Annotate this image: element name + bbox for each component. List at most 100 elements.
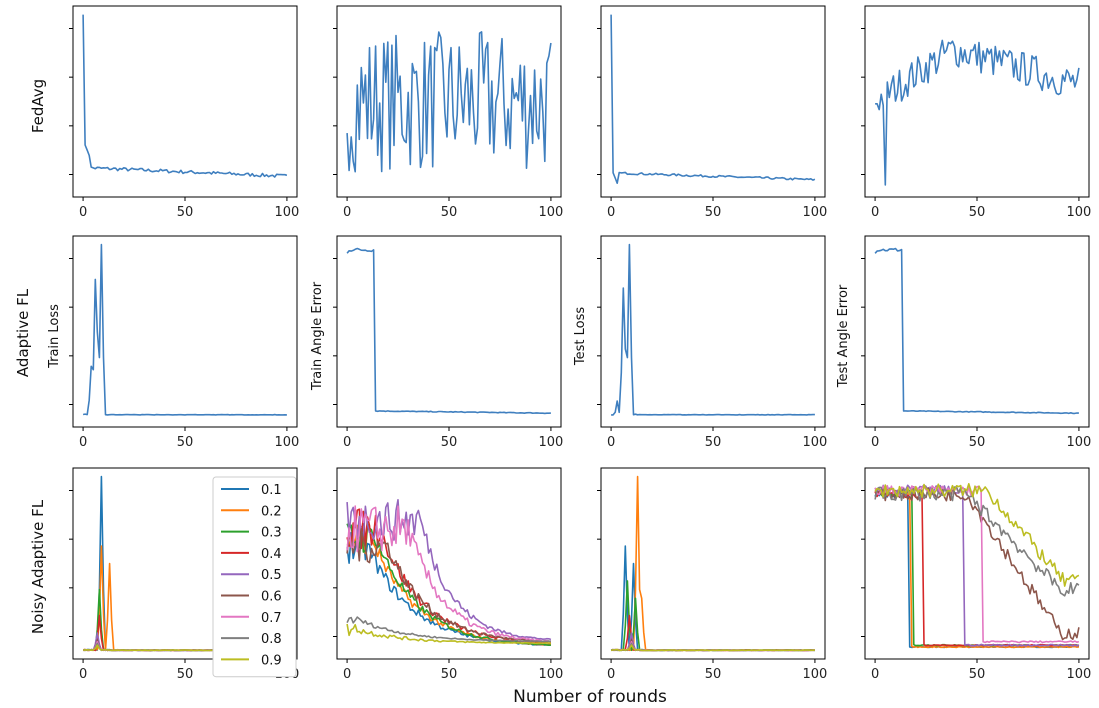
series-line-0-3: [874, 489, 1080, 647]
series-line-0-6: [874, 486, 1080, 641]
axes-frame: [600, 235, 826, 428]
x-tick-label: 100: [1067, 435, 1092, 450]
axes-frame: [72, 235, 298, 428]
row-label-adaptive-fl: Adaptive FL: [14, 288, 32, 377]
x-tick-label: 50: [441, 435, 458, 450]
x-tick-label: 0: [607, 435, 615, 450]
legend-label: 0.4: [261, 547, 282, 562]
series-line-fedavg: [82, 14, 288, 178]
ylabel-train-angle-error: Train Angle Error: [310, 281, 325, 391]
x-tick-label: 100: [803, 667, 828, 682]
series-line-0-9: [610, 644, 815, 652]
legend-label: 0.5: [261, 568, 282, 583]
x-tick-label: 50: [969, 435, 986, 450]
legend-label: 0.9: [261, 653, 282, 668]
series-line-0-5: [874, 484, 1080, 647]
series-line-0-4: [611, 614, 815, 652]
series-line-adaptive-fl: [611, 243, 815, 416]
legend-box: [212, 476, 297, 678]
series-line-0-8: [874, 486, 1080, 597]
axes-frame: [336, 235, 562, 428]
legend-label: 0.2: [261, 504, 282, 519]
x-tick-label: 0: [871, 205, 879, 220]
x-tick-label: 100: [275, 205, 300, 220]
series-line-0-9: [346, 623, 552, 645]
panels-group: 0 50 100 0 50 100 0 50 100 0 50 100 0 50 100 0 50 100 0 50 1…: [69, 5, 1092, 682]
series-line-0-5: [610, 632, 815, 652]
axes-frame: [600, 5, 826, 198]
series-line-0-8: [346, 616, 551, 643]
x-tick-label: 0: [607, 667, 615, 682]
x-tick-label: 100: [539, 435, 564, 450]
x-tick-label: 0: [343, 435, 351, 450]
x-tick-label: 0: [79, 667, 87, 682]
x-tick-label: 0: [79, 205, 87, 220]
x-tick-label: 0: [79, 435, 87, 450]
x-tick-label: 100: [803, 205, 828, 220]
x-tick-label: 0: [343, 667, 351, 682]
series-line-0-2: [874, 489, 1079, 649]
series-line-adaptive-fl: [82, 243, 287, 416]
ylabel-train-loss: Train Loss: [47, 304, 62, 369]
panel-r2-c1: 0 50 100: [333, 467, 564, 682]
legend: 0.1 0.2 0.3 0.4 0.5 0.6 0.7 0.8 0.9: [212, 476, 297, 678]
axes-frame: [336, 467, 562, 660]
panel-r0-c2: 0 50 100: [597, 5, 828, 220]
x-tick-label: 50: [969, 205, 986, 220]
panel-r0-c3: 0 50 100: [861, 5, 1092, 220]
series-line-0-1: [874, 489, 1080, 649]
series-line-0-3: [610, 580, 815, 652]
series-line-adaptive-fl: [874, 247, 1079, 415]
series-line-0-5: [346, 499, 552, 641]
series-line-0-9: [874, 483, 1080, 587]
axes-frame: [864, 5, 1090, 198]
legend-label: 0.6: [261, 590, 282, 605]
legend-label: 0.3: [261, 526, 282, 541]
row-label-fedavg: FedAvg: [29, 79, 47, 133]
series-line-fedavg: [610, 14, 816, 184]
x-tick-label: 100: [1067, 205, 1092, 220]
panel-r1-c0: 0 50 100: [69, 235, 300, 450]
ylabel-test-angle-error: Test Angle Error: [836, 284, 851, 388]
panel-r2-c3: 0 50 100: [861, 467, 1092, 682]
x-tick-label: 100: [1067, 667, 1092, 682]
series-line-0-7: [346, 505, 552, 643]
xlabel-number-of-rounds: Number of rounds: [513, 687, 667, 707]
x-tick-label: 50: [705, 667, 722, 682]
row-label-noisy-adaptive-fl: Noisy Adaptive FL: [29, 499, 47, 634]
x-tick-label: 50: [177, 435, 194, 450]
x-tick-label: 50: [441, 667, 458, 682]
series-line-fedavg: [875, 39, 1080, 186]
series-line-0-4: [874, 490, 1079, 647]
x-tick-label: 50: [969, 667, 986, 682]
panel-r2-c2: 0 50 100: [597, 467, 828, 682]
legend-label: 0.1: [261, 483, 282, 498]
x-tick-label: 0: [607, 205, 615, 220]
x-tick-label: 0: [871, 667, 879, 682]
panel-r1-c3: 0 50 100: [861, 235, 1092, 450]
x-tick-label: 50: [705, 435, 722, 450]
x-tick-label: 0: [343, 205, 351, 220]
x-tick-label: 100: [539, 667, 564, 682]
axes-frame: [864, 235, 1090, 428]
legend-label: 0.7: [261, 611, 282, 626]
series-line-fedavg: [346, 31, 552, 173]
series-line-0-2: [611, 475, 815, 652]
panel-r1-c1: 0 50 100: [333, 235, 564, 450]
panel-r0-c0: 0 50 100: [69, 5, 300, 220]
x-tick-label: 100: [803, 435, 828, 450]
panel-r1-c2: 0 50 100: [597, 235, 828, 450]
x-tick-label: 100: [275, 435, 300, 450]
x-tick-label: 50: [441, 205, 458, 220]
x-tick-label: 50: [705, 205, 722, 220]
x-tick-label: 50: [177, 205, 194, 220]
series-line-0-6: [346, 528, 552, 643]
series-line-adaptive-fl: [346, 247, 551, 415]
x-tick-label: 0: [871, 435, 879, 450]
x-tick-label: 100: [539, 205, 564, 220]
legend-label: 0.8: [261, 632, 282, 647]
ylabel-test-loss: Test Loss: [573, 307, 588, 366]
panel-r0-c1: 0 50 100: [333, 5, 564, 220]
